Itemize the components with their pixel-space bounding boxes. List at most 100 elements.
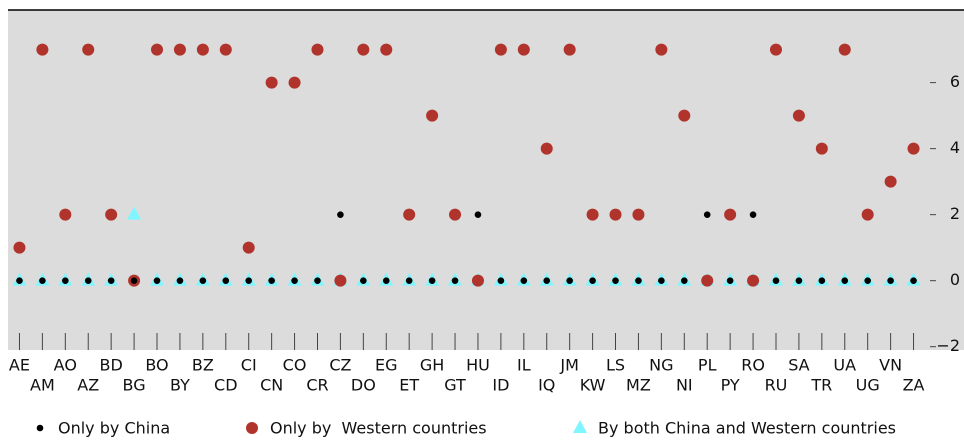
point	[864, 277, 871, 284]
x-tick-label: VN	[879, 356, 902, 375]
legend-label: By both China and Western countries	[598, 419, 896, 438]
y-tick-label: 2	[950, 204, 960, 223]
point	[792, 109, 805, 122]
x-tick-label: BG	[123, 376, 146, 395]
point	[861, 208, 874, 221]
x-tick-label: CR	[306, 376, 328, 395]
point	[405, 277, 413, 284]
point	[769, 43, 782, 56]
point	[586, 208, 599, 221]
x-tick-label: CN	[260, 376, 283, 395]
point	[701, 274, 714, 287]
x-tick-label: DO	[351, 376, 376, 395]
point	[818, 277, 826, 284]
point	[910, 277, 917, 284]
point	[245, 277, 253, 284]
point	[334, 274, 347, 287]
x-tick-label: BO	[145, 356, 168, 375]
point	[153, 277, 161, 284]
x-tick-label: RU	[765, 376, 788, 395]
x-tick-label: NI	[676, 376, 693, 395]
point	[403, 208, 416, 221]
point	[678, 109, 691, 122]
point	[84, 277, 92, 284]
point	[13, 241, 26, 254]
point	[265, 76, 278, 89]
x-tick-label: JM	[559, 356, 579, 375]
legend-marker	[246, 422, 258, 434]
point	[62, 277, 69, 284]
point	[82, 43, 95, 56]
point	[173, 43, 186, 56]
legend-label: Only by China	[58, 419, 170, 438]
point	[658, 277, 665, 284]
point	[36, 43, 49, 56]
plot-background	[8, 10, 964, 350]
x-tick-label: SA	[788, 356, 809, 375]
x-tick-label: AO	[54, 356, 77, 375]
point	[39, 277, 46, 284]
point	[176, 277, 184, 284]
point	[635, 277, 642, 284]
legend-marker	[36, 424, 44, 432]
point	[632, 208, 645, 221]
point	[107, 277, 115, 284]
point	[566, 277, 573, 284]
x-tick-label: MZ	[626, 376, 651, 395]
legend-label: Only by Western countries	[270, 419, 487, 438]
x-tick-label: BD	[100, 356, 123, 375]
point	[540, 142, 553, 155]
x-tick-label: CI	[241, 356, 257, 375]
x-tick-label: EG	[375, 356, 398, 375]
point	[474, 211, 482, 218]
point	[380, 43, 393, 56]
point	[520, 277, 528, 284]
x-tick-label: KW	[580, 376, 606, 395]
point	[222, 277, 230, 284]
x-tick-label: IQ	[538, 376, 555, 395]
point	[360, 277, 367, 284]
point	[311, 43, 324, 56]
point	[451, 277, 459, 284]
point	[517, 43, 530, 56]
y-tick-label: 0	[950, 270, 960, 289]
point	[357, 43, 370, 56]
x-tick-label: PY	[721, 376, 740, 395]
x-tick-label: ET	[399, 376, 419, 395]
point	[655, 43, 668, 56]
x-tick-label: NG	[649, 356, 673, 375]
point	[59, 208, 72, 221]
point	[563, 43, 576, 56]
point	[268, 277, 275, 284]
point	[196, 43, 209, 56]
x-tick-label: PL	[698, 356, 717, 375]
point	[609, 208, 622, 221]
point	[314, 277, 321, 284]
x-tick-label: UA	[833, 356, 856, 375]
x-tick-label: TR	[810, 376, 832, 395]
x-tick-label: AM	[30, 376, 55, 395]
x-tick-label: ID	[492, 376, 509, 395]
point	[471, 274, 484, 287]
point	[337, 211, 344, 218]
point	[16, 277, 23, 284]
x-tick-label: GH	[420, 356, 444, 375]
x-tick-label: BY	[170, 376, 190, 395]
point	[680, 277, 688, 284]
point	[724, 208, 737, 221]
point	[612, 277, 619, 284]
point	[795, 277, 803, 284]
point	[747, 274, 760, 287]
point	[543, 277, 551, 284]
point	[907, 142, 920, 155]
x-tick-label: LS	[606, 356, 625, 375]
point	[219, 43, 232, 56]
point	[589, 277, 596, 284]
legend-marker	[573, 420, 587, 433]
x-tick-label: ZA	[903, 376, 925, 395]
y-tick-label: −2	[936, 336, 960, 355]
point	[884, 175, 897, 188]
x-tick-label: BZ	[192, 356, 214, 375]
point	[151, 43, 164, 56]
